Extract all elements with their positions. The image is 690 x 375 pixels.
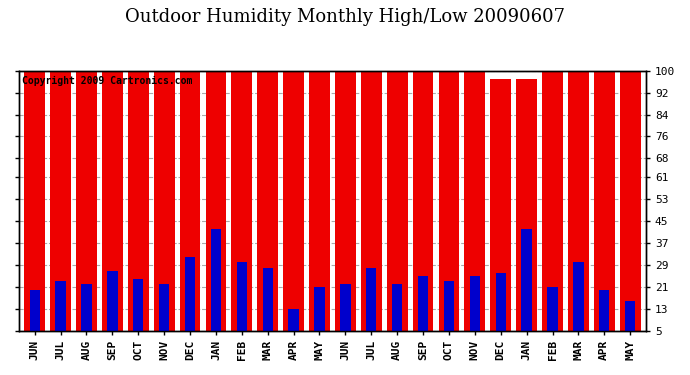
- Bar: [102, 71, 123, 331]
- Bar: [185, 257, 195, 331]
- Bar: [262, 268, 273, 331]
- Bar: [392, 284, 402, 331]
- Bar: [522, 230, 532, 331]
- Bar: [133, 279, 144, 331]
- Bar: [315, 287, 325, 331]
- Bar: [413, 71, 433, 331]
- Bar: [159, 284, 169, 331]
- Bar: [257, 71, 278, 331]
- Bar: [81, 284, 92, 331]
- Bar: [366, 268, 377, 331]
- Bar: [361, 71, 382, 331]
- Bar: [491, 79, 511, 331]
- Bar: [335, 71, 356, 331]
- Bar: [594, 71, 615, 331]
- Bar: [210, 230, 221, 331]
- Bar: [30, 290, 40, 331]
- Text: Outdoor Humidity Monthly High/Low 20090607: Outdoor Humidity Monthly High/Low 200906…: [125, 8, 565, 26]
- Bar: [55, 282, 66, 331]
- Bar: [76, 71, 97, 331]
- Bar: [439, 71, 460, 331]
- Bar: [444, 282, 454, 331]
- Bar: [179, 71, 200, 331]
- Bar: [418, 276, 428, 331]
- Bar: [231, 71, 252, 331]
- Bar: [516, 79, 537, 331]
- Bar: [542, 71, 563, 331]
- Text: Copyright 2009 Cartronics.com: Copyright 2009 Cartronics.com: [22, 76, 193, 86]
- Bar: [24, 71, 45, 331]
- Bar: [387, 71, 408, 331]
- Bar: [620, 71, 640, 331]
- Bar: [340, 284, 351, 331]
- Bar: [309, 71, 330, 331]
- Bar: [495, 273, 506, 331]
- Bar: [599, 290, 609, 331]
- Bar: [128, 71, 148, 331]
- Bar: [625, 301, 635, 331]
- Bar: [50, 71, 71, 331]
- Bar: [206, 71, 226, 331]
- Bar: [107, 270, 117, 331]
- Bar: [470, 276, 480, 331]
- Bar: [154, 71, 175, 331]
- Bar: [547, 287, 558, 331]
- Bar: [237, 262, 247, 331]
- Bar: [284, 71, 304, 331]
- Bar: [573, 262, 584, 331]
- Bar: [464, 71, 485, 331]
- Bar: [568, 71, 589, 331]
- Bar: [288, 309, 299, 331]
